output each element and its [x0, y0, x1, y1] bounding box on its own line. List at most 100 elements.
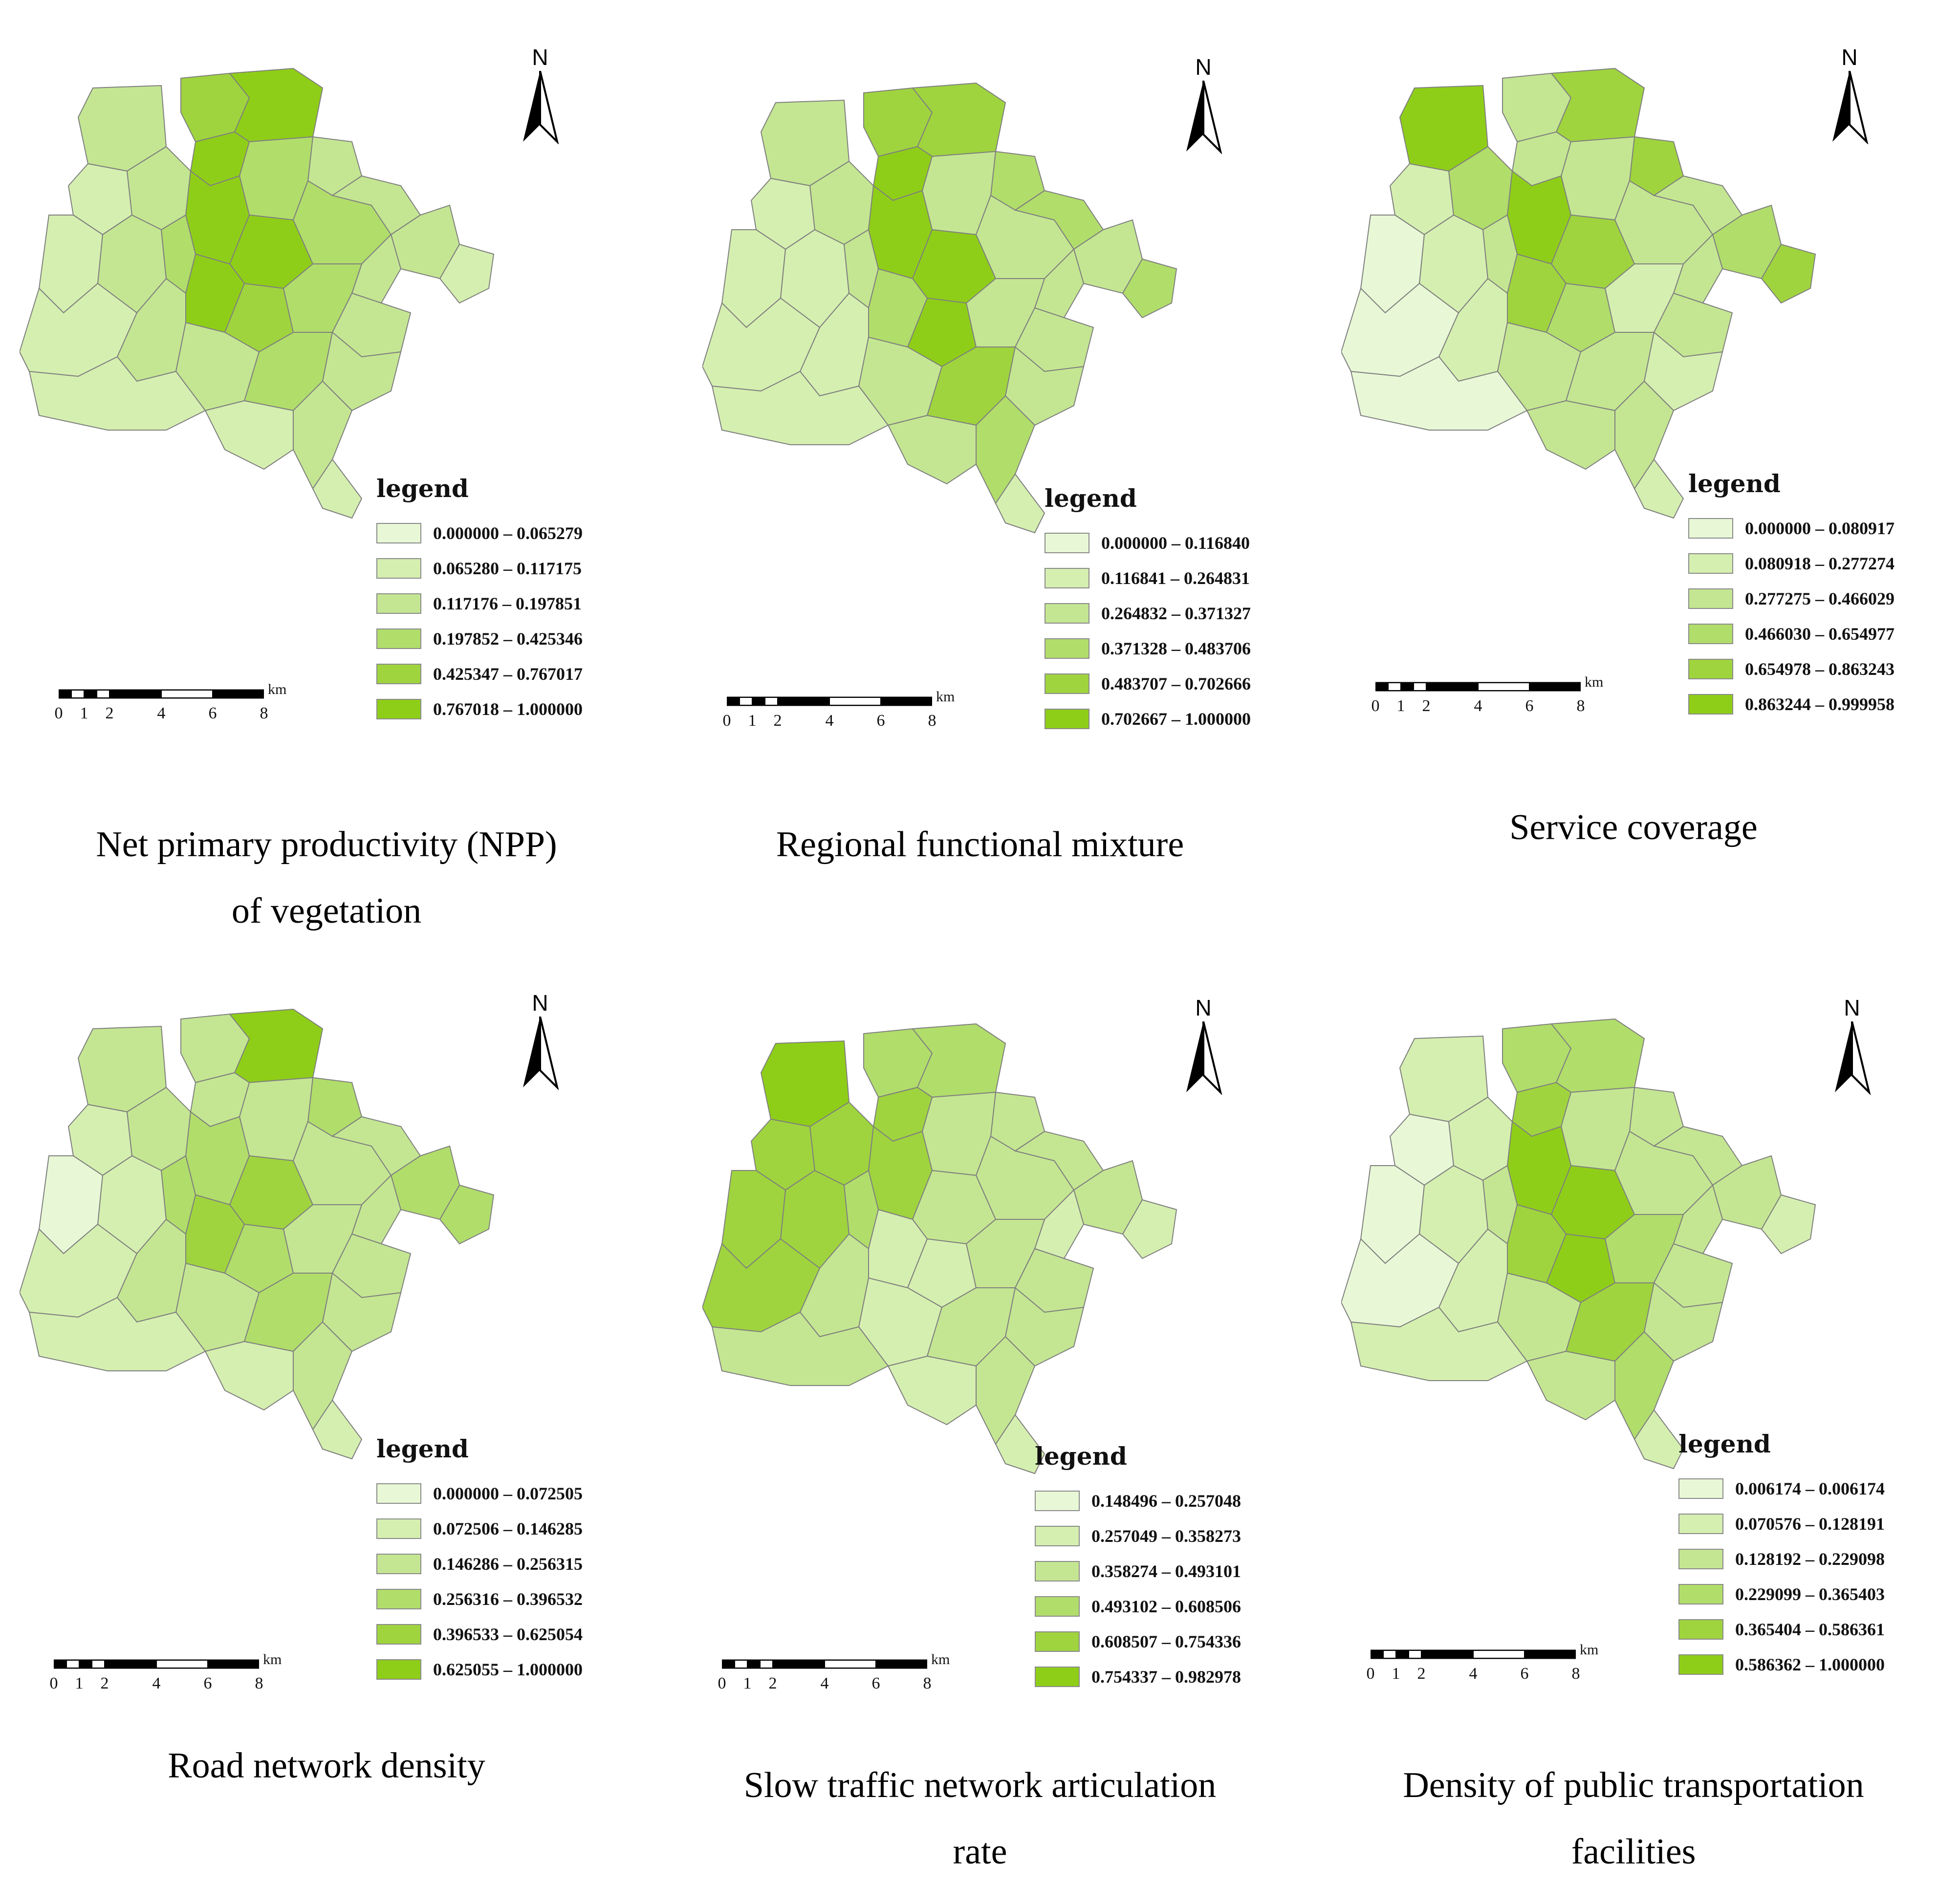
district-polygon	[312, 458, 363, 519]
legend-swatch	[1045, 709, 1089, 729]
choropleth-map	[702, 1023, 1177, 1474]
scale-bar: km 0 1 2 4 6 8	[50, 1651, 282, 1696]
legend-item: 0.767018 – 1.000000	[376, 692, 583, 727]
caption-line-1: Service coverage	[1509, 807, 1758, 847]
district-polygon	[28, 356, 206, 431]
legend-item: 0.072506 – 0.146285	[376, 1511, 583, 1546]
legend-label: 0.257049 – 0.358273	[1091, 1526, 1241, 1546]
scale-tick-label: 0	[1371, 697, 1380, 715]
legend-item: 0.146286 – 0.256315	[376, 1546, 583, 1582]
legend-swatch	[1678, 1478, 1723, 1499]
north-arrow-icon	[1835, 1021, 1871, 1095]
scale-tick-label: 1	[748, 712, 757, 730]
scale-tick-label: 2	[768, 1674, 777, 1692]
legend-swatch	[1678, 1619, 1723, 1640]
legend-label: 0.148496 – 0.257048	[1091, 1491, 1241, 1511]
legend-item: 0.358274 – 0.493101	[1035, 1554, 1241, 1589]
legend-label: 0.128192 – 0.229098	[1735, 1549, 1885, 1569]
scale-bar-graphic	[58, 689, 264, 699]
scale-tick-label: 0	[722, 712, 731, 730]
panel-caption: Road network density	[0, 1733, 653, 1799]
legend-label: 0.863244 – 0.999958	[1745, 694, 1895, 714]
legend-item: 0.425347 – 0.767017	[376, 656, 583, 692]
map-legend: legend 0.000000 – 0.080917 0.080918 – 0.27…	[1688, 469, 1895, 722]
legend-swatch	[1688, 694, 1733, 715]
legend-label: 0.146286 – 0.256315	[433, 1554, 583, 1574]
legend-label: 0.371328 – 0.483706	[1101, 639, 1251, 658]
scale-tick-label: 6	[1525, 697, 1534, 715]
legend-swatch	[1678, 1549, 1723, 1569]
legend-label: 0.264832 – 0.371327	[1101, 604, 1251, 623]
scale-tick-label: 1	[1392, 1665, 1400, 1683]
legend-label: 0.277275 – 0.466029	[1745, 589, 1895, 608]
legend-title: legend	[1035, 1442, 1127, 1471]
legend-swatch	[1688, 553, 1733, 574]
north-arrow-icon	[1832, 71, 1869, 144]
map-legend: legend 0.000000 – 0.065279 0.065280 – 0.11…	[376, 474, 583, 727]
scale-bar: km 0 1 2 4 6 8	[1367, 1642, 1599, 1686]
north-arrow-icon	[1186, 1021, 1222, 1095]
legend-swatch	[1678, 1654, 1723, 1675]
map-legend: legend 0.148496 – 0.257048 0.257049 – 0.35…	[1035, 1442, 1241, 1694]
legend-item: 0.365404 – 0.586361	[1678, 1612, 1885, 1647]
scale-tick-label: 0	[54, 704, 63, 722]
scale-tick-label: 8	[260, 704, 268, 722]
scale-bar-graphic	[1375, 682, 1581, 692]
legend-label: 0.767018 – 1.000000	[433, 699, 583, 719]
district-polygon	[887, 1355, 977, 1426]
scale-tick-label: 2	[1417, 1665, 1426, 1683]
district-polygon	[995, 473, 1045, 534]
legend-swatch	[376, 628, 421, 649]
district-polygon	[1761, 1194, 1816, 1255]
scale-bar-graphic	[53, 1659, 260, 1669]
district-polygon	[1761, 243, 1816, 304]
legend-item: 0.625055 – 1.000000	[376, 1652, 583, 1687]
legend-swatch	[376, 1624, 421, 1645]
north-label: N	[1844, 995, 1860, 1020]
district-polygon	[204, 1341, 294, 1411]
legend-label: 0.000000 – 0.080917	[1745, 519, 1895, 538]
legend-item: 0.000000 – 0.116840	[1045, 525, 1251, 561]
district-polygon	[887, 414, 977, 485]
district-polygon	[1122, 1199, 1177, 1259]
legend-label: 0.466030 – 0.654977	[1745, 624, 1895, 644]
caption-line-2: rate	[953, 1832, 1007, 1872]
legend-swatch	[1678, 1584, 1723, 1604]
scale-tick-label: 6	[208, 704, 217, 722]
legend-swatch	[1045, 533, 1089, 553]
legend-label: 0.000000 – 0.065279	[433, 523, 583, 543]
district-polygon	[1350, 1306, 1528, 1381]
scale-bar-graphic	[726, 696, 933, 706]
legend-swatch	[376, 1483, 421, 1504]
district-polygon	[995, 1414, 1045, 1474]
scale-unit-label: km	[931, 1651, 950, 1668]
legend-label: 0.229099 – 0.365403	[1735, 1584, 1885, 1604]
scale-bar-graphic	[1370, 1649, 1576, 1659]
legend-swatch	[1688, 518, 1733, 539]
scale-bar: km 0 1 2 4 6 8	[718, 1651, 950, 1696]
legend-label: 0.654978 – 0.863243	[1745, 659, 1895, 679]
legend-label: 0.625055 – 1.000000	[433, 1660, 583, 1679]
legend-item: 0.116841 – 0.264831	[1045, 561, 1251, 596]
district-polygon	[1122, 258, 1177, 319]
scale-unit-label: km	[268, 681, 287, 697]
scale-bar: km 0 1 2 4 6 8	[55, 681, 287, 726]
legend-item: 0.608507 – 0.754336	[1035, 1624, 1241, 1659]
scale-tick-label: 4	[157, 704, 166, 722]
legend-swatch	[376, 1659, 421, 1680]
legend-item: 0.000000 – 0.065279	[376, 516, 583, 551]
panel-caption: Net primary productivity (NPP) of vegetat…	[0, 811, 653, 944]
legend-swatch	[376, 593, 421, 614]
scale-tick-label: 4	[1474, 697, 1482, 715]
legend-item: 0.080918 – 0.277274	[1688, 546, 1895, 581]
legend-item: 0.117176 – 0.197851	[376, 586, 583, 621]
legend-label: 0.256316 – 0.396532	[433, 1589, 583, 1609]
legend-item: 0.654978 – 0.863243	[1688, 651, 1895, 687]
legend-label: 0.080918 – 0.277274	[1745, 554, 1895, 573]
legend-swatch	[1045, 603, 1089, 624]
legend-label: 0.425347 – 0.767017	[433, 664, 583, 684]
legend-label: 0.000000 – 0.116840	[1101, 533, 1250, 553]
scale-tick-label: 2	[773, 712, 782, 730]
caption-line-2: of vegetation	[231, 891, 422, 931]
